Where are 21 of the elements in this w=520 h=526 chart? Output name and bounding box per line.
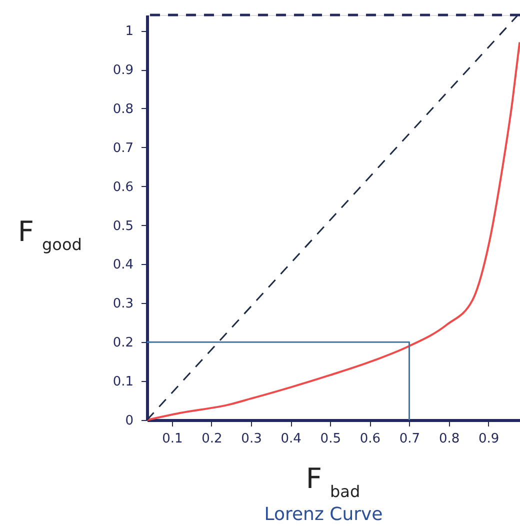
y-tick-label: 0.8 [112, 102, 134, 117]
x-tick-label: 0.2 [202, 432, 222, 446]
text: Lorenz Curve [264, 504, 383, 525]
x-tick-label: 0.8 [438, 432, 460, 446]
y-tick-label: 0.3 [112, 296, 134, 312]
x-tick-label: 0.7 [399, 432, 420, 446]
x-tick-label: 0.9 [478, 432, 500, 446]
y-tick-label: 0.1 [112, 374, 134, 390]
x-tick-label: 0.5 [320, 432, 341, 446]
y-tick-label: 0.6 [112, 180, 134, 195]
x-tick-label: 0.3 [241, 432, 262, 446]
y-tick-label: 0.5 [112, 218, 134, 234]
y-tick-label: 1 [125, 24, 134, 40]
x-tick-label: 0.1 [162, 432, 183, 446]
x-tick-label: 0.4 [280, 432, 302, 446]
y-tick-label: 0.9 [112, 63, 134, 78]
x-tick-label: 0.6 [360, 432, 381, 446]
y-tick-label: 0.2 [112, 336, 134, 351]
y-tick-label: 0.7 [112, 140, 134, 156]
y-tick-label: 0.4 [112, 258, 134, 273]
y-tick-label: 0 [125, 414, 134, 428]
